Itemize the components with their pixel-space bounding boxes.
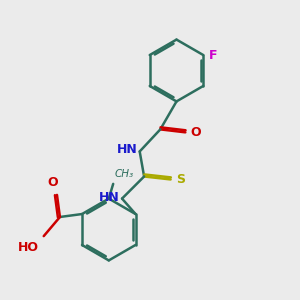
Text: HN: HN	[99, 190, 120, 204]
Text: HO: HO	[18, 241, 39, 254]
Text: S: S	[176, 173, 185, 186]
Text: HN: HN	[117, 143, 137, 157]
Text: O: O	[190, 126, 201, 139]
Text: CH₃: CH₃	[115, 169, 134, 179]
Text: F: F	[209, 49, 218, 62]
Text: O: O	[47, 176, 58, 189]
